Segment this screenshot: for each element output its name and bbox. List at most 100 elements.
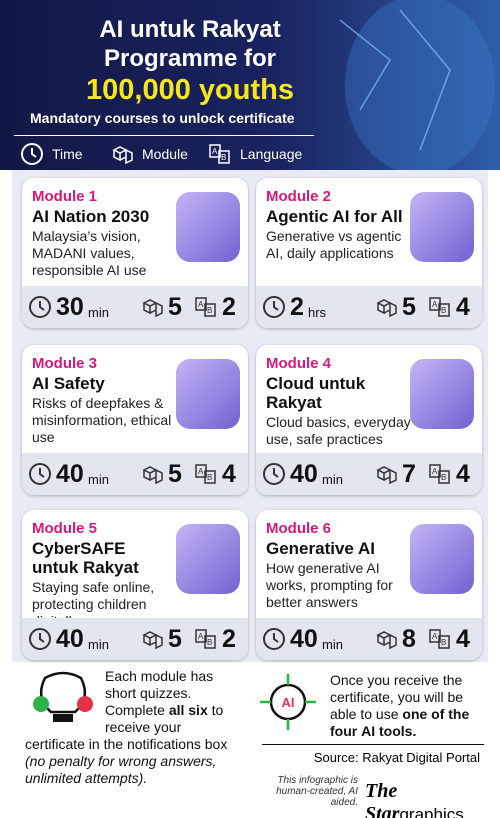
svg-text:A: A [212,147,218,156]
module-title: CyberSAFE untuk Rakyat [32,539,139,577]
svg-text:B: B [207,638,212,647]
svg-text:B: B [441,638,446,647]
ab-icon: AB [429,629,450,649]
clock-icon [21,143,43,165]
title-line: AI untuk Rakyat [99,16,281,43]
ab-icon: AB [209,144,230,164]
module-count: 8 [402,625,416,653]
highlight: 100,000 youths [86,74,294,106]
rule [262,744,484,745]
stats-strip: 2 hrs 5 A B 4 [256,286,482,328]
svg-text:A: A [198,632,204,641]
stats-strip: 40 min 7 A B 4 [256,453,482,495]
brand: The Stargraphics [365,780,500,818]
illustration [410,359,474,429]
cube-icon [142,631,163,650]
module-card: Module 2 Agentic AI for All Generative vs … [256,178,482,328]
svg-text:A: A [432,632,438,641]
svg-text:A: A [432,300,438,309]
module-description: Malaysia’s vision, MADANI values, respon… [32,228,147,278]
module-label: Module 3 [32,355,98,372]
language-count: 4 [456,625,470,653]
brand-name: The Star [365,780,400,818]
illustration [176,524,240,594]
module-card: Module 6 Generative AI How generative AI w… [256,510,482,660]
svg-text:B: B [207,473,212,482]
ab-icon: AB [429,464,450,484]
module-title: AI Nation 2030 [32,207,150,226]
note-bold: AI tools. [361,723,417,739]
svg-text:B: B [207,306,212,315]
cube-icon [142,466,163,485]
source: Source: Rakyat Digital Portal [313,750,480,765]
time-unit: hrs [308,305,327,320]
time-value: 40 [290,460,318,488]
clock-icon [263,628,285,650]
illustration [410,524,474,594]
cube-icon [112,146,133,165]
module-label: Module 2 [266,188,332,205]
legend-label: Time [52,146,83,162]
note-text: Each module has short quizzes. Complete … [25,668,245,787]
note-bold: one of the four [330,706,470,739]
ab-icon: AB [195,464,216,484]
module-title: Agentic AI for All [266,207,403,226]
module-card: Module 1 AI Nation 2030 Malaysia’s vision,… [22,178,248,328]
time-value: 40 [290,625,318,653]
clock-icon [29,628,51,650]
ab-icon: AB [195,297,216,317]
module-count: 5 [168,460,182,488]
legend-label: Module [142,146,188,162]
note-part: Once you receive the certificate, you wi… [330,672,464,722]
svg-text:AI: AI [282,695,295,710]
module-label: Module 5 [32,520,98,537]
module-count: 5 [402,293,416,321]
module-grid: Module 1 AI Nation 2030 Malaysia’s vision,… [12,170,488,662]
time-unit: min [88,637,109,652]
time-value: 30 [56,293,84,321]
stats-strip: 30 min 5 A B 2 [22,286,248,328]
stats-strip: 40 min 5 A B 2 [22,618,248,660]
legend-label: Language [240,146,303,162]
note-italic: (no penalty for wrong answers, unlimited… [25,753,217,786]
language-count: 4 [456,293,470,321]
module-card: Module 3 AI Safety Risks of deepfakes & mi… [22,345,248,495]
svg-text:B: B [441,306,446,315]
language-count: 4 [222,460,236,488]
module-description: Staying safe online, protecting children… [32,579,155,629]
module-title: Cloud untuk Rakyat [266,374,366,412]
stats-strip: 40 min 8 A B 4 [256,618,482,660]
right-note: Once you receive the certificate, you wi… [330,672,485,740]
svg-text:B: B [441,473,446,482]
bulb-icon [33,671,93,722]
module-description: Generative vs agentic AI, daily applicat… [266,228,402,261]
module-card: Module 5 CyberSAFE untuk Rakyat Staying sa… [22,510,248,660]
language-count: 2 [222,293,236,321]
disclaimer: This infographic is human-created, AI ai… [276,775,358,808]
time-value: 40 [56,460,84,488]
title-line: Programme for [103,45,277,72]
time-unit: min [88,305,109,320]
rule [14,135,314,136]
module-title: Generative AI [266,539,375,558]
clock-icon [263,463,285,485]
legend: Time Module A B Language [20,142,320,166]
language-count: 2 [222,625,236,653]
clock-icon [29,296,51,318]
module-description: Risks of deepfakes & misinformation, eth… [32,395,172,445]
module-count: 7 [402,460,416,488]
module-title: AI Safety [32,374,105,393]
clock-icon [263,296,285,318]
module-description: Cloud basics, everyday use, safe practic… [266,414,411,447]
svg-text:B: B [221,153,226,162]
time-unit: min [322,637,343,652]
module-card: Module 4 Cloud untuk Rakyat Cloud basics, … [256,345,482,495]
note-part: Each module has short quizzes. Complete [105,668,214,718]
brand-suffix: graphics [399,805,464,818]
module-label: Module 4 [266,355,332,372]
time-unit: min [88,472,109,487]
language-count: 4 [456,460,470,488]
cube-icon [376,631,397,650]
time-value: 2 [290,293,304,321]
